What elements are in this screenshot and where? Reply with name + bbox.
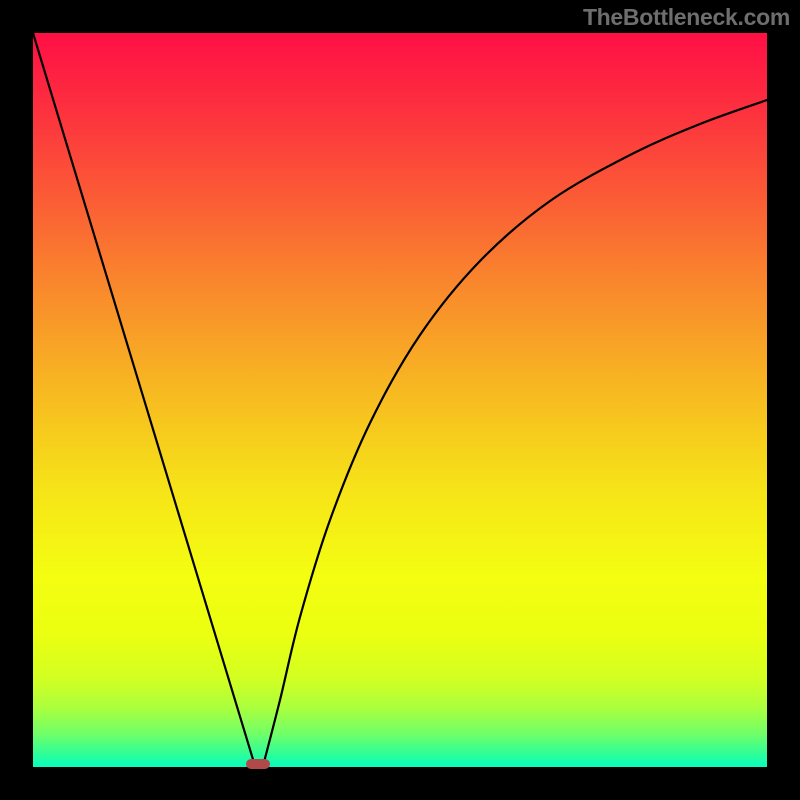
chart-container: TheBottleneck.com [0,0,800,800]
bottleneck-chart [0,0,800,800]
watermark-text: TheBottleneck.com [583,4,790,31]
minimum-marker [246,759,270,769]
